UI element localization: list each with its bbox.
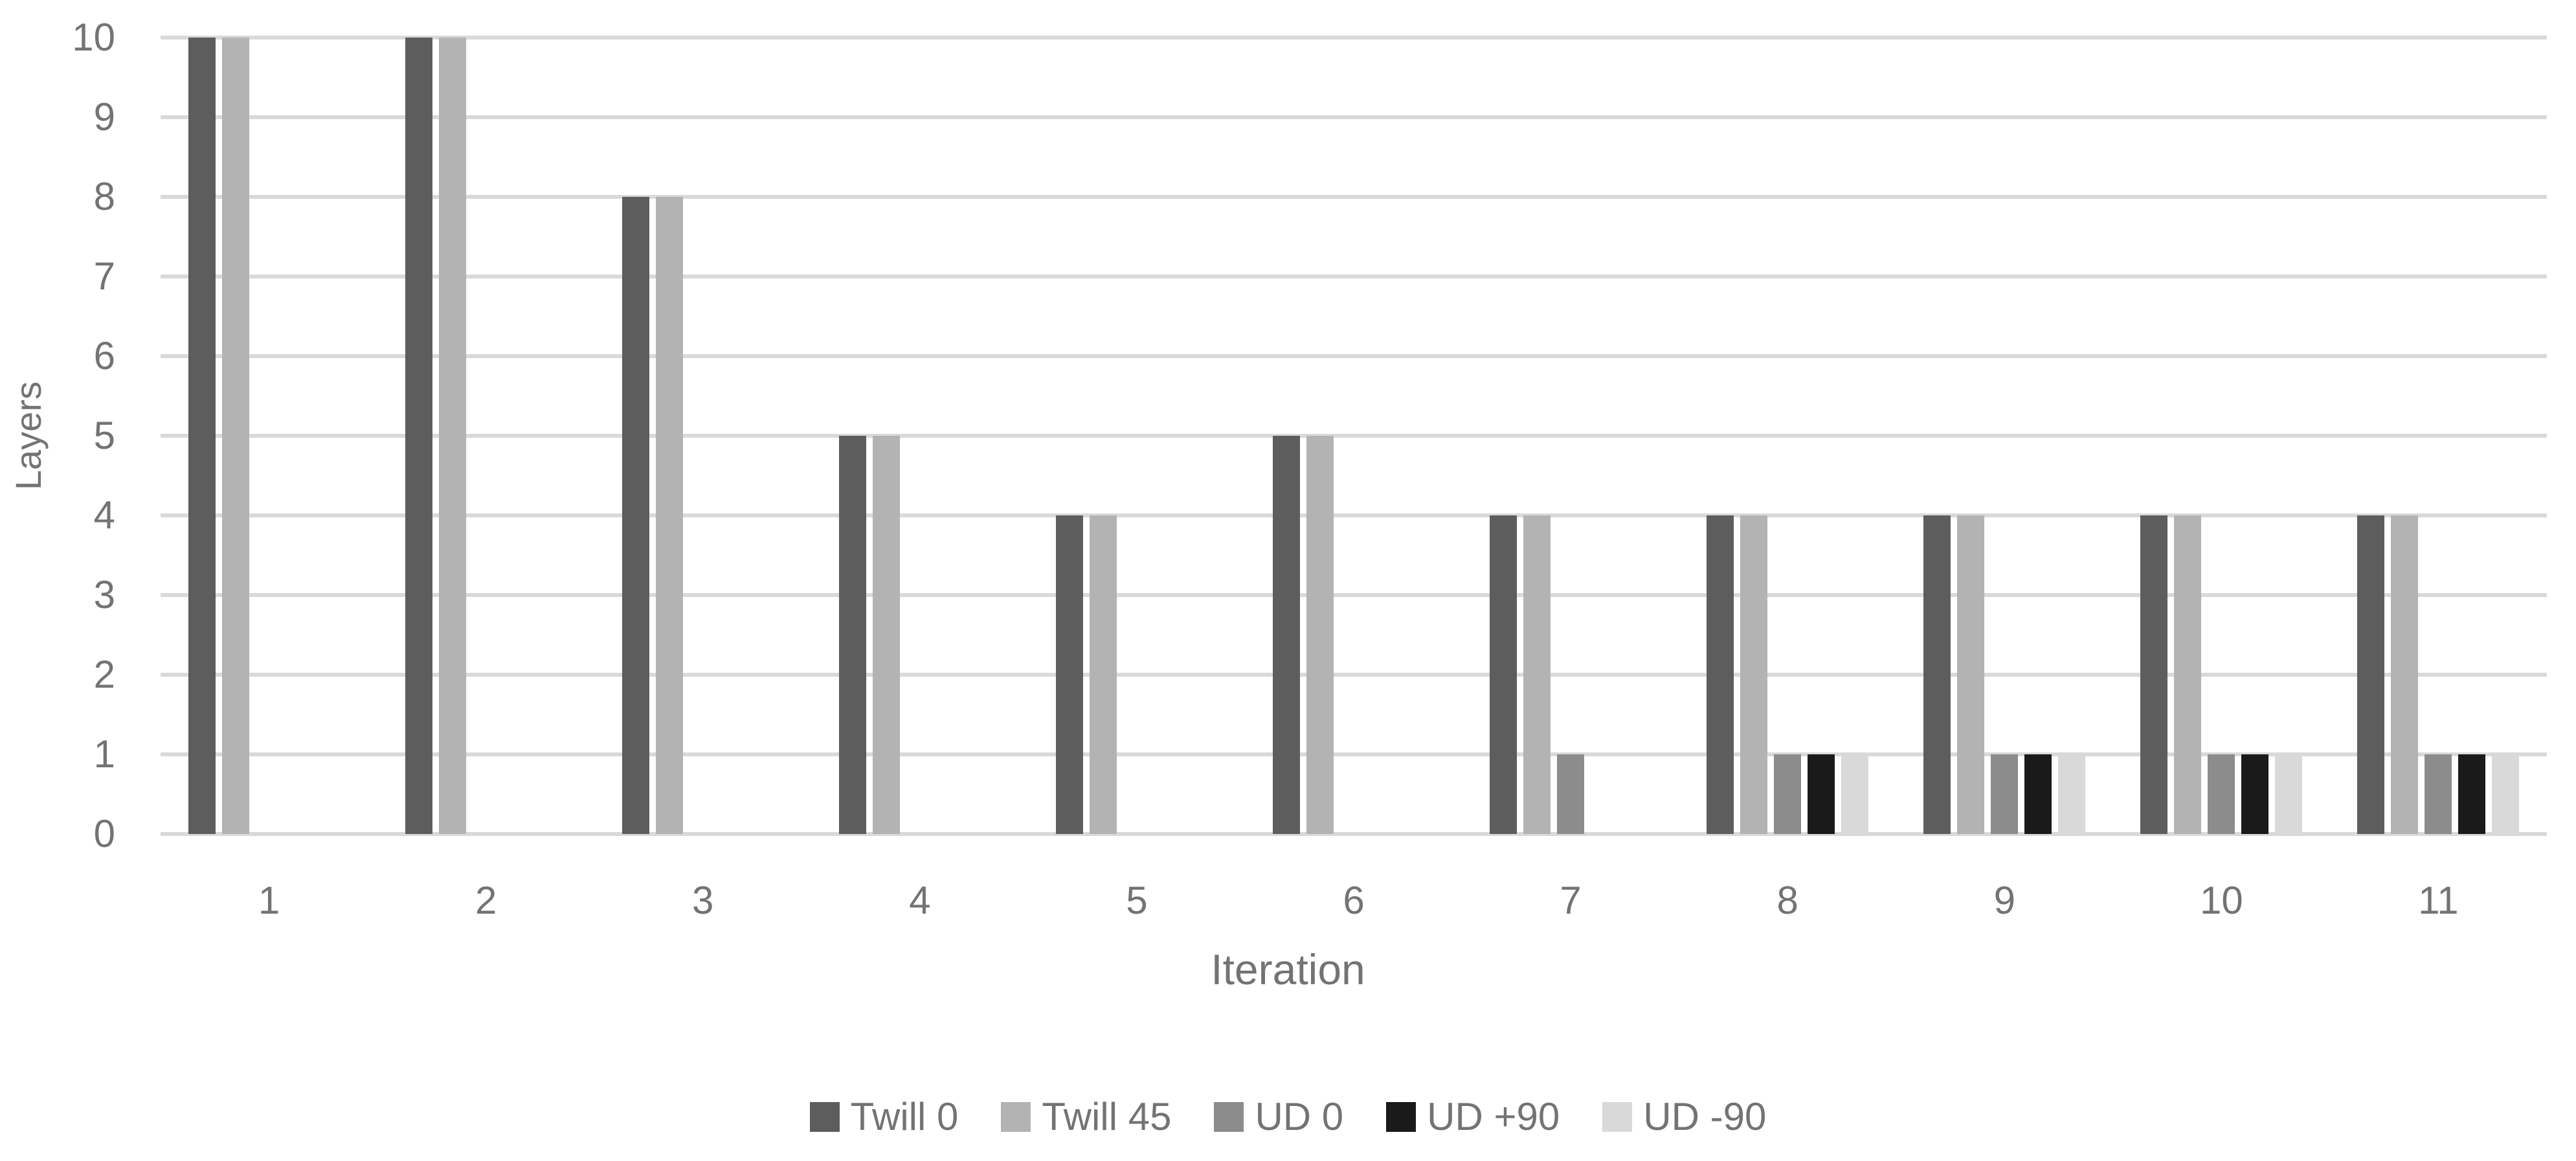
legend-swatch: [809, 1102, 840, 1132]
y-tick-label: 6: [93, 334, 115, 378]
x-axis-title: Iteration: [1211, 945, 1365, 993]
y-tick-label: 7: [93, 254, 115, 298]
legend-item: Twill 45: [1001, 1097, 1171, 1137]
bar: [2492, 754, 2520, 834]
legend-swatch: [1602, 1102, 1633, 1132]
gridline: [161, 673, 2547, 677]
x-tick-label: 7: [1560, 879, 1582, 922]
bar: [1707, 515, 1734, 834]
gridline: [161, 275, 2547, 278]
bar: [2391, 515, 2419, 834]
bar: [221, 38, 249, 834]
x-tick-label: 6: [1343, 879, 1365, 922]
x-tick-label: 9: [1993, 879, 2015, 922]
legend-item: Twill 0: [809, 1095, 959, 1138]
legend-swatch: [1386, 1102, 1417, 1132]
bar: [1774, 754, 1802, 834]
legend-label: Twill 45: [1042, 1095, 1172, 1138]
legend-label: UD +90: [1427, 1095, 1560, 1138]
gridline: [161, 115, 2547, 119]
y-tick-label: 1: [93, 732, 115, 776]
bar: [438, 38, 466, 834]
bar: [405, 38, 432, 834]
legend-swatch: [1001, 1102, 1031, 1132]
bar: [872, 436, 900, 834]
legend-label: UD 0: [1255, 1095, 1344, 1138]
x-tick-label: 8: [1776, 879, 1798, 922]
x-tick-label: 1: [258, 879, 280, 922]
bar: [2357, 515, 2385, 834]
y-tick-label: 8: [93, 175, 115, 218]
bar: [1841, 754, 1869, 834]
legend-item: UD +90: [1386, 1097, 1560, 1137]
gridline: [161, 36, 2547, 39]
x-axis-line: [161, 832, 2547, 836]
bar: [2140, 515, 2168, 834]
y-tick-label: 9: [93, 95, 115, 139]
bar: [838, 436, 866, 834]
y-tick-label: 2: [93, 653, 115, 696]
y-tick-label: 0: [93, 812, 115, 855]
x-tick-label: 10: [2199, 879, 2243, 922]
gridline: [161, 434, 2547, 438]
y-tick-label: 5: [93, 414, 115, 457]
x-tick-label: 5: [1126, 879, 1148, 922]
bar: [2425, 754, 2452, 834]
legend: Twill 0 Twill 45 UD 0 UD +90 UD -90: [0, 1097, 2576, 1137]
x-tick-label: 3: [692, 879, 714, 922]
y-tick-label: 10: [72, 16, 115, 59]
bar: [655, 197, 683, 834]
bar: [1740, 515, 1768, 834]
bar: [2024, 754, 2052, 834]
bar: [1557, 754, 1585, 834]
bar: [2174, 515, 2202, 834]
y-tick-label: 3: [93, 573, 115, 616]
bar: [1273, 436, 1300, 834]
bar: [1923, 515, 1951, 834]
legend-label: Twill 0: [850, 1095, 959, 1138]
x-tick-label: 11: [2418, 879, 2459, 922]
gridline: [161, 195, 2547, 199]
legend-swatch: [1214, 1102, 1244, 1132]
gridline: [161, 513, 2547, 517]
bar: [1957, 515, 1985, 834]
bar: [1490, 515, 1518, 834]
gridline: [161, 354, 2547, 358]
bar: [188, 38, 216, 834]
bar: [1306, 436, 1334, 834]
bar: [1089, 515, 1117, 834]
legend-item: UD -90: [1602, 1097, 1766, 1137]
legend-item: UD 0: [1214, 1097, 1343, 1137]
bar: [1991, 754, 2019, 834]
bar: [1055, 515, 1083, 834]
bar: [2241, 754, 2269, 834]
bar: [2058, 754, 2086, 834]
x-tick-label: 2: [475, 879, 497, 922]
legend-label: UD -90: [1643, 1095, 1767, 1138]
bar: [2208, 754, 2235, 834]
bar: [2458, 754, 2486, 834]
bar: [2275, 754, 2303, 834]
gridline: [161, 752, 2547, 756]
bar: [1523, 515, 1551, 834]
bar: [1808, 754, 1835, 834]
bar: [622, 197, 649, 834]
gridline: [161, 593, 2547, 597]
x-tick-label: 4: [909, 879, 931, 922]
y-tick-label: 4: [93, 493, 115, 537]
